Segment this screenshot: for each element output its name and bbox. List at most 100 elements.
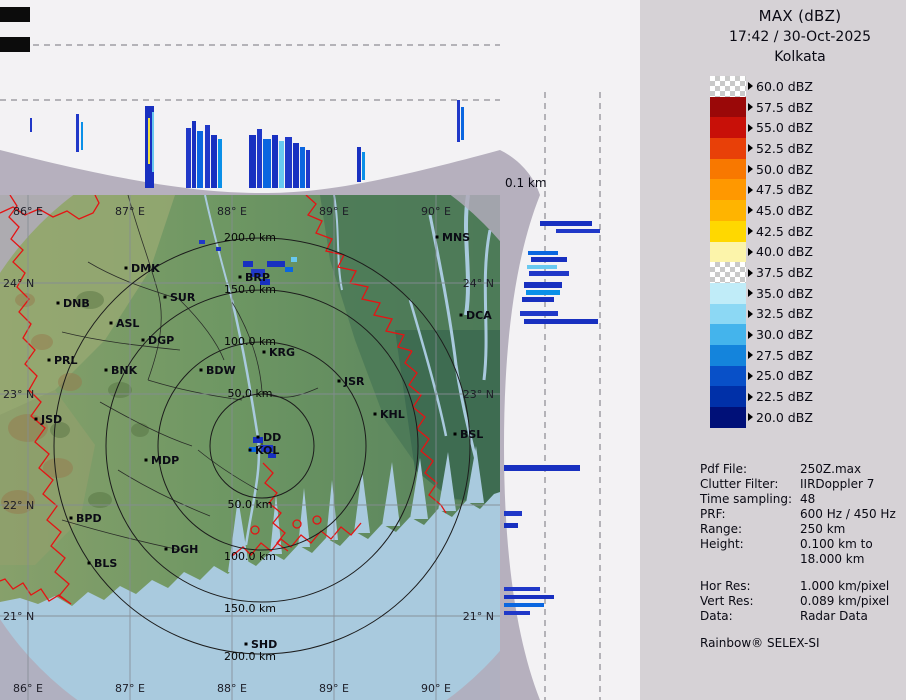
title-block: MAX (dBZ) 17:42 / 30-Oct-2025 Kolkata — [695, 7, 905, 65]
legend-tick-icon — [748, 165, 753, 173]
legend-label: 42.5 dBZ — [756, 224, 813, 239]
legend-tick-icon — [748, 331, 753, 339]
metadata-row: Hor Res:1.000 km/pixel — [700, 579, 905, 594]
legend-swatch — [710, 262, 746, 283]
legend-tick-icon — [748, 103, 753, 111]
legend-tick-icon — [748, 206, 753, 214]
ns-height-profile[interactable] — [500, 195, 640, 700]
metadata-row: Range:250 km — [700, 522, 905, 537]
legend-row: 47.5 dBZ — [710, 179, 813, 200]
metadata-row: Pdf File:250Z.max — [700, 462, 905, 477]
legend-row: 50.0 dBZ — [710, 159, 813, 180]
legend-swatch — [710, 324, 746, 345]
metadata-label: Pdf File: — [700, 462, 800, 477]
legend-swatch — [710, 200, 746, 221]
metadata-value: 0.089 km/pixel — [800, 594, 905, 609]
metadata-label: Data: — [700, 609, 800, 624]
metadata-label: Range: — [700, 522, 800, 537]
legend-label: 27.5 dBZ — [756, 348, 813, 363]
metadata-value: 0.100 km to — [800, 537, 905, 552]
legend-swatch — [710, 76, 746, 97]
product-metadata: Pdf File:250Z.maxClutter Filter:IIRDoppl… — [700, 462, 905, 650]
legend-swatch — [710, 386, 746, 407]
legend-label: 37.5 dBZ — [756, 265, 813, 280]
metadata-row: Height:0.100 km to — [700, 537, 905, 552]
legend-label: 30.0 dBZ — [756, 327, 813, 342]
metadata-label: PRF: — [700, 507, 800, 522]
legend-row: 30.0 dBZ — [710, 324, 813, 345]
metadata-value: 250 km — [800, 522, 905, 537]
legend-label: 55.0 dBZ — [756, 120, 813, 135]
legend-tick-icon — [748, 372, 753, 380]
legend-label: 40.0 dBZ — [756, 244, 813, 259]
legend-swatch — [710, 366, 746, 387]
legend-swatch — [710, 283, 746, 304]
legend-label: 50.0 dBZ — [756, 162, 813, 177]
color-scale: 60.0 dBZ 57.5 dBZ 55.0 dBZ 52.5 dBZ 50.0 dBZ… — [710, 76, 813, 428]
legend-row: 25.0 dBZ — [710, 366, 813, 387]
product-title: MAX (dBZ) — [695, 7, 905, 25]
metadata-row: Time sampling:48 — [700, 492, 905, 507]
legend-swatch — [710, 159, 746, 180]
legend-tick-icon — [748, 124, 753, 132]
metadata-row: Vert Res:0.089 km/pixel — [700, 594, 905, 609]
metadata-label: Vert Res: — [700, 594, 800, 609]
legend-swatch — [710, 138, 746, 159]
legend-row: 60.0 dBZ — [710, 76, 813, 97]
legend-tick-icon — [748, 393, 753, 401]
legend-row: 55.0 dBZ — [710, 117, 813, 138]
ew-height-profile[interactable] — [0, 0, 500, 195]
legend-tick-icon — [748, 269, 753, 277]
metadata-label: Time sampling: — [700, 492, 800, 507]
legend-tick-icon — [748, 248, 753, 256]
metadata-value: 600 Hz / 450 Hz — [800, 507, 905, 522]
metadata-value: IIRDoppler 7 — [800, 477, 905, 492]
legend-row: 22.5 dBZ — [710, 386, 813, 407]
legend-row: 57.5 dBZ — [710, 97, 813, 118]
legend-tick-icon — [748, 144, 753, 152]
legend-tick-icon — [748, 82, 753, 90]
legend-label: 20.0 dBZ — [756, 410, 813, 425]
metadata-row: 18.000 km — [700, 552, 905, 567]
legend-row: 37.5 dBZ — [710, 262, 813, 283]
legend-row: 45.0 dBZ — [710, 200, 813, 221]
legend-label: 60.0 dBZ — [756, 79, 813, 94]
legend-tick-icon — [748, 227, 753, 235]
software-name: Rainbow® SELEX-SI — [700, 636, 905, 650]
legend-swatch — [710, 304, 746, 325]
legend-swatch — [710, 117, 746, 138]
legend-swatch — [710, 221, 746, 242]
legend-label: 32.5 dBZ — [756, 306, 813, 321]
legend-row: 32.5 dBZ — [710, 304, 813, 325]
legend-label: 57.5 dBZ — [756, 100, 813, 115]
metadata-row: Data:Radar Data — [700, 609, 905, 624]
legend-tick-icon — [748, 310, 753, 318]
legend-label: 45.0 dBZ — [756, 203, 813, 218]
metadata-value: Radar Data — [800, 609, 905, 624]
metadata-label — [700, 552, 800, 567]
legend-row: 20.0 dBZ — [710, 407, 813, 428]
legend-label: 52.5 dBZ — [756, 141, 813, 156]
metadata-label: Clutter Filter: — [700, 477, 800, 492]
legend-tick-icon — [748, 289, 753, 297]
metadata-value: 1.000 km/pixel — [800, 579, 905, 594]
metadata-value: 250Z.max — [800, 462, 905, 477]
metadata-label: Hor Res: — [700, 579, 800, 594]
metadata-row: Clutter Filter:IIRDoppler 7 — [700, 477, 905, 492]
legend-row: 52.5 dBZ — [710, 138, 813, 159]
metadata-row: PRF:600 Hz / 450 Hz — [700, 507, 905, 522]
legend-tick-icon — [748, 186, 753, 194]
legend-panel: MAX (dBZ) 17:42 / 30-Oct-2025 Kolkata 60… — [640, 0, 906, 700]
map-view[interactable] — [0, 195, 500, 700]
metadata-label: Height: — [700, 537, 800, 552]
metadata-value: 48 — [800, 492, 905, 507]
height-min-label: 0.1 km — [505, 176, 547, 190]
legend-label: 25.0 dBZ — [756, 368, 813, 383]
legend-row: 42.5 dBZ — [710, 221, 813, 242]
legend-swatch — [710, 179, 746, 200]
legend-tick-icon — [748, 351, 753, 359]
legend-label: 35.0 dBZ — [756, 286, 813, 301]
timestamp: 17:42 / 30-Oct-2025 — [695, 29, 905, 45]
legend-label: 22.5 dBZ — [756, 389, 813, 404]
legend-row: 27.5 dBZ — [710, 345, 813, 366]
